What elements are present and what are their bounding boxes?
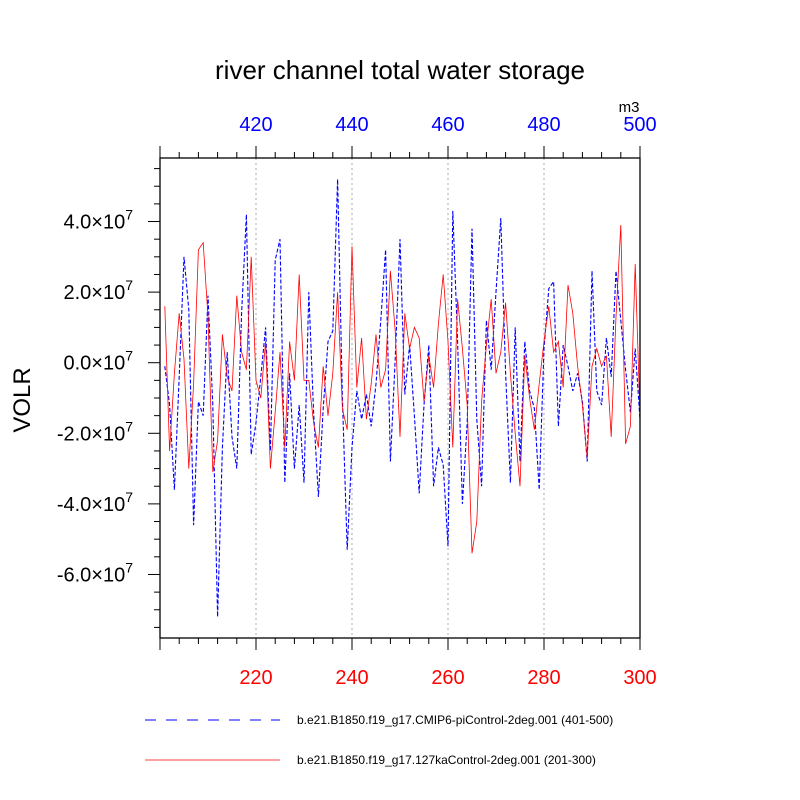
axis-ticks xyxy=(148,146,641,650)
x-tick-label-bottom: 260 xyxy=(431,667,464,689)
x-tick-label-bottom: 300 xyxy=(623,667,656,689)
x-tick-label-top: 500 xyxy=(623,114,656,136)
tick-labels: 220 240 260 280 300 420 440 460 480 500 4.0×107 2.0… xyxy=(57,114,657,689)
y-tick-label: 0.0×107 xyxy=(63,348,133,375)
series-line-cmip6 xyxy=(164,179,641,617)
series-line-127ka xyxy=(164,225,641,554)
x-tick-label-top: 440 xyxy=(335,114,368,136)
y-tick-label: -4.0×107 xyxy=(57,489,133,516)
units-label: m3 xyxy=(619,99,640,116)
legend-label-cmip6: b.e21.B1850.f19_g17.CMIP6-piControl-2deg… xyxy=(297,713,613,727)
y-tick-label: -2.0×107 xyxy=(57,418,133,445)
x-tick-label-bottom: 240 xyxy=(335,667,368,689)
legend: b.e21.B1850.f19_g17.CMIP6-piControl-2deg… xyxy=(145,713,613,767)
x-tick-label-bottom: 220 xyxy=(239,667,272,689)
y-tick-label: -6.0×107 xyxy=(57,559,133,586)
x-tick-label-top: 460 xyxy=(431,114,464,136)
legend-label-127ka: b.e21.B1850.f19_g17.127kaControl-2deg.00… xyxy=(297,753,596,767)
plot-frame xyxy=(159,157,641,639)
y-axis-label: VOLR xyxy=(9,367,36,432)
x-tick-label-top: 420 xyxy=(239,114,272,136)
chart-title: river channel total water storage xyxy=(215,55,585,85)
grid-lines xyxy=(255,158,545,638)
y-tick-label: 4.0×107 xyxy=(63,207,133,234)
x-tick-label-bottom: 280 xyxy=(527,667,560,689)
x-tick-label-top: 480 xyxy=(527,114,560,136)
y-tick-label: 2.0×107 xyxy=(63,277,133,304)
series-layer xyxy=(164,179,641,617)
